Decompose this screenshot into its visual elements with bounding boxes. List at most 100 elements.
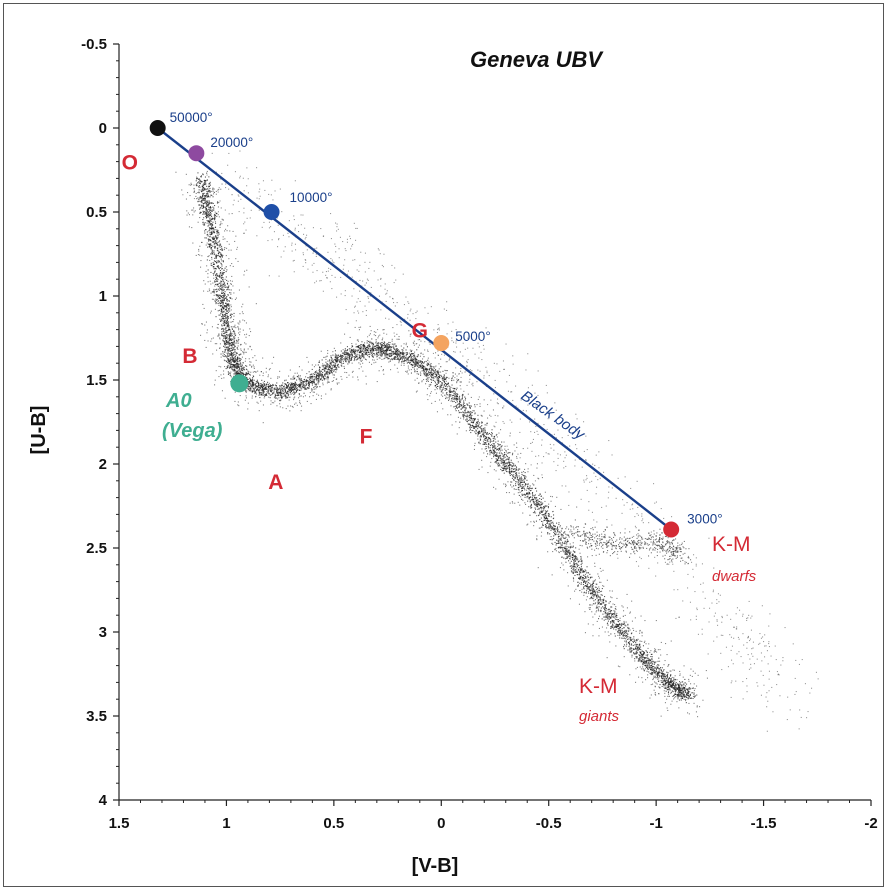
star-point: [228, 346, 230, 348]
star-point: [230, 354, 232, 356]
star-point: [230, 316, 232, 318]
star-point: [215, 276, 217, 278]
star-point: [239, 359, 241, 361]
star-point: [453, 394, 455, 396]
star-point: [568, 555, 570, 557]
star-point: [198, 178, 200, 180]
star-point: [579, 590, 581, 592]
star-point: [225, 313, 227, 315]
star-point: [373, 352, 375, 354]
star-point: [226, 322, 228, 324]
star-point: [224, 294, 226, 296]
star-point: [484, 443, 486, 445]
star-point: [217, 275, 219, 277]
star-point: [426, 374, 428, 376]
star-point: [646, 657, 648, 659]
star-point: [671, 685, 673, 687]
star-point: [424, 366, 426, 368]
star-point: [669, 681, 671, 683]
star-point: [231, 340, 233, 342]
star-point: [480, 439, 482, 441]
star-point: [505, 450, 507, 452]
star-point: [440, 386, 442, 388]
star-point: [452, 390, 454, 392]
star-point: [202, 199, 204, 201]
star-point: [249, 380, 251, 382]
star-point: [605, 618, 607, 620]
star-point: [228, 308, 230, 310]
star-point: [237, 363, 239, 365]
star-point: [651, 668, 653, 670]
star-point: [547, 507, 549, 509]
star-point: [672, 682, 674, 684]
star-point: [384, 350, 386, 352]
star-point: [537, 506, 539, 508]
star-point: [220, 285, 222, 287]
star-point: [223, 345, 225, 347]
star-point: [538, 514, 540, 516]
star-point: [664, 681, 666, 683]
star-point: [295, 389, 297, 391]
star-point: [249, 383, 251, 385]
star-point: [614, 617, 616, 619]
star-point: [209, 207, 211, 209]
star-point: [448, 390, 450, 392]
star-point: [641, 654, 643, 656]
star-point: [587, 582, 589, 584]
star-point: [559, 546, 561, 548]
star-point: [226, 367, 228, 369]
star-point: [465, 415, 467, 417]
star-point: [578, 573, 580, 575]
star-point: [221, 324, 223, 326]
star-point: [216, 250, 218, 252]
star-point: [550, 520, 552, 522]
star-point: [306, 388, 308, 390]
star-point: [337, 366, 339, 368]
star-point: [224, 291, 226, 293]
star-point: [661, 667, 663, 669]
star-point: [588, 591, 590, 593]
star-point: [576, 571, 578, 573]
star-point: [450, 390, 452, 392]
star-point: [501, 441, 503, 443]
star-point: [633, 640, 635, 642]
star-point: [330, 363, 332, 365]
star-point: [599, 600, 601, 602]
star-point: [409, 363, 411, 365]
star-point: [224, 309, 226, 311]
star-point: [263, 383, 265, 385]
star-point: [437, 380, 439, 382]
star-point: [653, 651, 655, 653]
star-point: [341, 358, 343, 360]
star-point: [365, 347, 367, 349]
star-point: [435, 369, 437, 371]
star-point: [571, 566, 573, 568]
star-point: [570, 565, 572, 567]
star-point: [379, 348, 381, 350]
star-point: [322, 374, 324, 376]
star-point: [229, 292, 231, 294]
star-point: [232, 349, 234, 351]
star-point: [224, 360, 226, 362]
star-point: [206, 204, 208, 206]
star-point: [463, 402, 465, 404]
star-point: [206, 196, 208, 198]
star-point: [672, 685, 674, 687]
star-point: [321, 365, 323, 367]
star-point: [688, 687, 690, 689]
star-point: [354, 351, 356, 353]
star-point: [225, 346, 227, 348]
star-point: [643, 658, 645, 660]
star-point: [399, 356, 401, 358]
star-point: [647, 668, 649, 670]
star-point: [229, 373, 231, 375]
star-point: [293, 391, 295, 393]
star-point: [393, 343, 395, 345]
star-point: [237, 366, 239, 368]
star-point: [236, 366, 238, 368]
star-point: [320, 375, 322, 377]
star-point: [419, 365, 421, 367]
star-point: [670, 691, 672, 693]
star-point: [264, 383, 266, 385]
star-point: [460, 401, 462, 403]
